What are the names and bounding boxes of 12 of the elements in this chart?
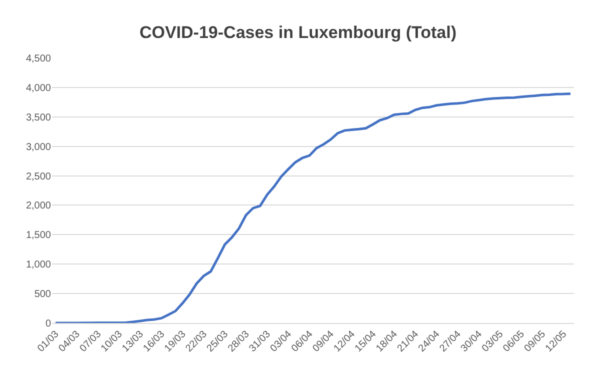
y-tick-label: 1,500 [26,230,52,242]
y-tick-label: 2,000 [26,200,52,212]
y-tick-label: 4,500 [26,54,52,64]
y-tick-label: 500 [34,289,52,300]
y-tick-label: 1,000 [26,260,52,271]
chart-title: COVID-19-Cases in Luxembourg (Total) [139,23,457,42]
y-tick-label: 3,500 [26,112,52,124]
line-series [54,92,572,323]
y-tick-label: 2,500 [26,171,52,182]
y-tick-label: 4,000 [26,82,52,94]
y-tick-label: 0 [45,318,52,330]
y-tick-label: 3,000 [26,142,52,153]
